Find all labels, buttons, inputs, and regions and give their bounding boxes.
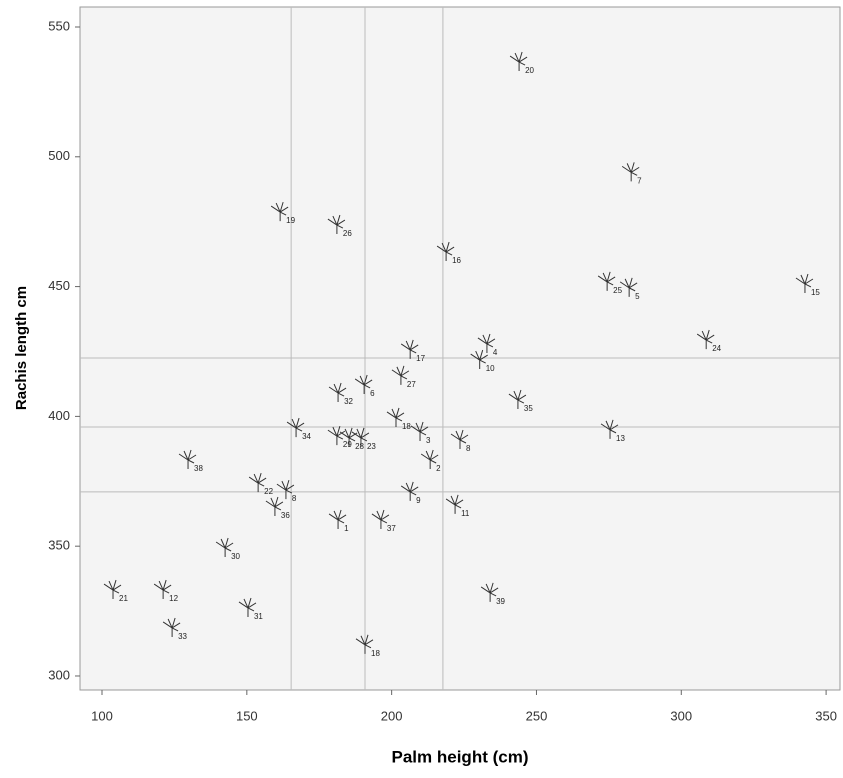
glyph [328,382,347,403]
point-label: 9 [416,496,421,505]
point-label: 8 [292,494,297,503]
x-tick-label: 250 [526,708,548,723]
glyph [386,407,405,427]
point-label: 34 [302,432,311,441]
glyph [215,537,234,557]
point-label: 15 [811,288,820,297]
glyph [477,333,496,353]
x-tick-label: 200 [381,708,403,723]
y-tick-label: 400 [48,408,70,423]
glyph [445,494,464,514]
point-label: 4 [493,348,498,357]
glyph [354,374,373,394]
point-label: 29 [343,440,352,449]
point-label: 10 [486,364,495,373]
glyph [410,421,429,441]
point-label: 2 [436,464,441,473]
point-label: 32 [344,397,353,406]
point-label: 6 [370,389,375,398]
glyph [696,329,715,350]
glyph [276,479,295,500]
glyph [400,339,419,359]
y-tick-label: 300 [48,667,70,682]
point-label: 27 [407,380,416,389]
x-tick-label: 350 [815,708,837,723]
point-label: 21 [119,594,128,603]
glyph [351,427,370,447]
point-label: 17 [416,354,425,363]
point-label: 22 [264,487,273,496]
glyph [619,277,638,297]
point-label: 35 [524,404,533,413]
glyph [103,579,122,600]
point-label: 24 [712,344,721,353]
glyph [238,597,257,617]
point-label: 30 [231,552,240,561]
glyph [270,201,289,222]
glyph [621,162,640,182]
glyph [355,634,374,654]
point-label: 36 [281,511,290,520]
glyph [480,582,499,602]
point-label: 18 [371,649,380,658]
x-axis-title: Palm height (cm) [392,747,529,766]
glyph [153,579,172,600]
glyph [327,425,346,446]
glyph [600,419,619,439]
x-tick-label: 300 [670,708,692,723]
glyph [509,51,528,72]
point-label: 19 [286,216,295,225]
glyph [286,417,305,438]
point-label: 28 [355,442,364,451]
point-label: 7 [637,176,642,185]
glyph [248,472,267,493]
glyph [328,509,347,529]
glyph [265,496,284,516]
point-label: 8 [466,444,471,453]
point-label: 39 [496,597,505,606]
point-label: 26 [343,229,352,238]
point-label: 31 [254,612,263,621]
y-tick-label: 450 [48,278,70,293]
glyph [597,271,616,291]
glyph [400,481,419,501]
point-label: 5 [635,292,640,301]
glyph [470,349,488,370]
point-label: 3 [426,436,431,445]
glyph [420,449,439,469]
y-tick-label: 550 [48,18,70,33]
point-label: 20 [525,66,534,75]
x-tick-label: 100 [91,708,113,723]
y-tick-label: 500 [48,148,70,163]
point-label: 38 [194,464,203,473]
point-label: 11 [461,509,470,518]
y-tick-label: 350 [48,538,70,553]
glyph [371,509,390,529]
point-label: 18 [402,422,411,431]
point-label: 1 [344,524,349,533]
glyph [391,365,410,385]
glyph [327,214,346,235]
glyph [178,449,197,469]
point-label: 37 [387,524,396,533]
y-axis-title: Rachis length cm [13,286,30,410]
point-label: 13 [616,434,625,443]
glyph [162,617,181,637]
glyph [436,241,455,262]
glyph [339,427,358,447]
x-tick-label: 150 [236,708,258,723]
glyph [508,389,527,410]
glyph [795,273,814,293]
glyph [450,429,469,450]
point-label: 25 [613,286,622,295]
point-label: 12 [169,594,178,603]
point-label: 23 [367,442,376,451]
plot-area [79,6,841,691]
point-label: 16 [452,256,461,265]
point-label: 33 [178,632,187,641]
